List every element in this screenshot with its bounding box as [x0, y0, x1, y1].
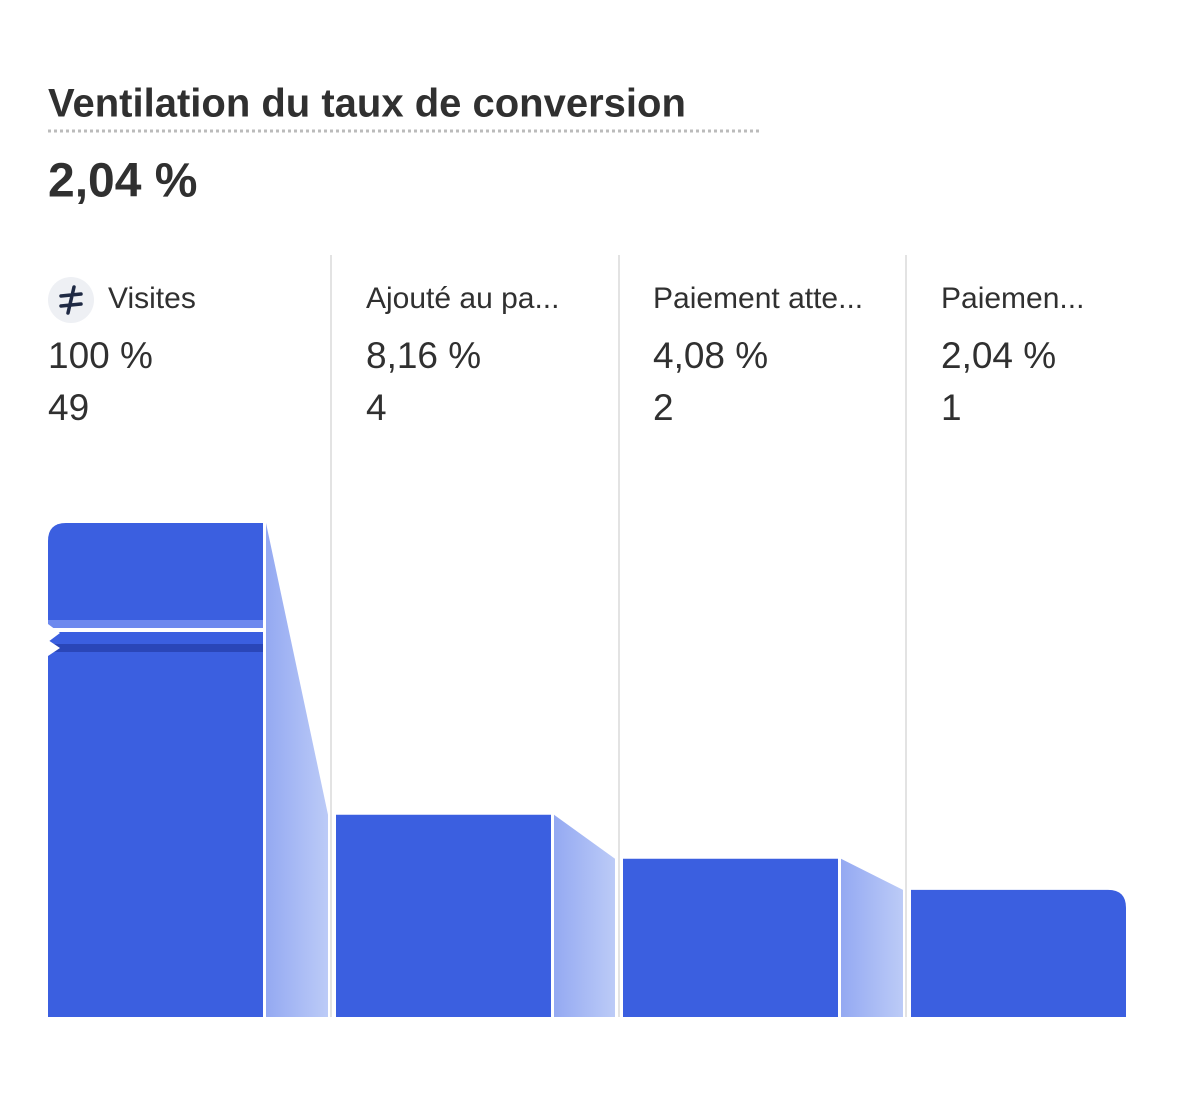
chart-title: Ventilation du taux de conversion — [48, 82, 686, 126]
step-count: 4 — [366, 387, 387, 428]
step-label: Paiement atte... — [653, 282, 863, 315]
axis-break — [48, 624, 60, 656]
step-rate: 2,04 % — [941, 335, 1056, 376]
visits-icon — [48, 277, 94, 323]
step-count: 1 — [941, 387, 962, 428]
funnel-connector — [841, 858, 903, 1017]
funnel-bar — [623, 858, 838, 1017]
step-count: 2 — [653, 387, 674, 428]
funnel-bar — [48, 523, 263, 1017]
funnel-connector — [554, 814, 615, 1017]
step-rate: 4,08 % — [653, 335, 768, 376]
funnel-connector — [266, 523, 328, 1017]
funnel-bar — [336, 814, 551, 1017]
step-label: Visites — [108, 282, 196, 315]
step-label: Ajouté au pa... — [366, 282, 559, 315]
step-rate: 8,16 % — [366, 335, 481, 376]
step-count: 49 — [48, 387, 89, 428]
funnel-bar — [911, 889, 1126, 1017]
step-label: Paiemen... — [941, 282, 1084, 315]
axis-break — [48, 628, 263, 632]
step-rate: 100 % — [48, 335, 153, 376]
axis-break — [48, 620, 263, 628]
axis-break — [48, 644, 263, 652]
headline-rate: 2,04 % — [48, 155, 197, 208]
